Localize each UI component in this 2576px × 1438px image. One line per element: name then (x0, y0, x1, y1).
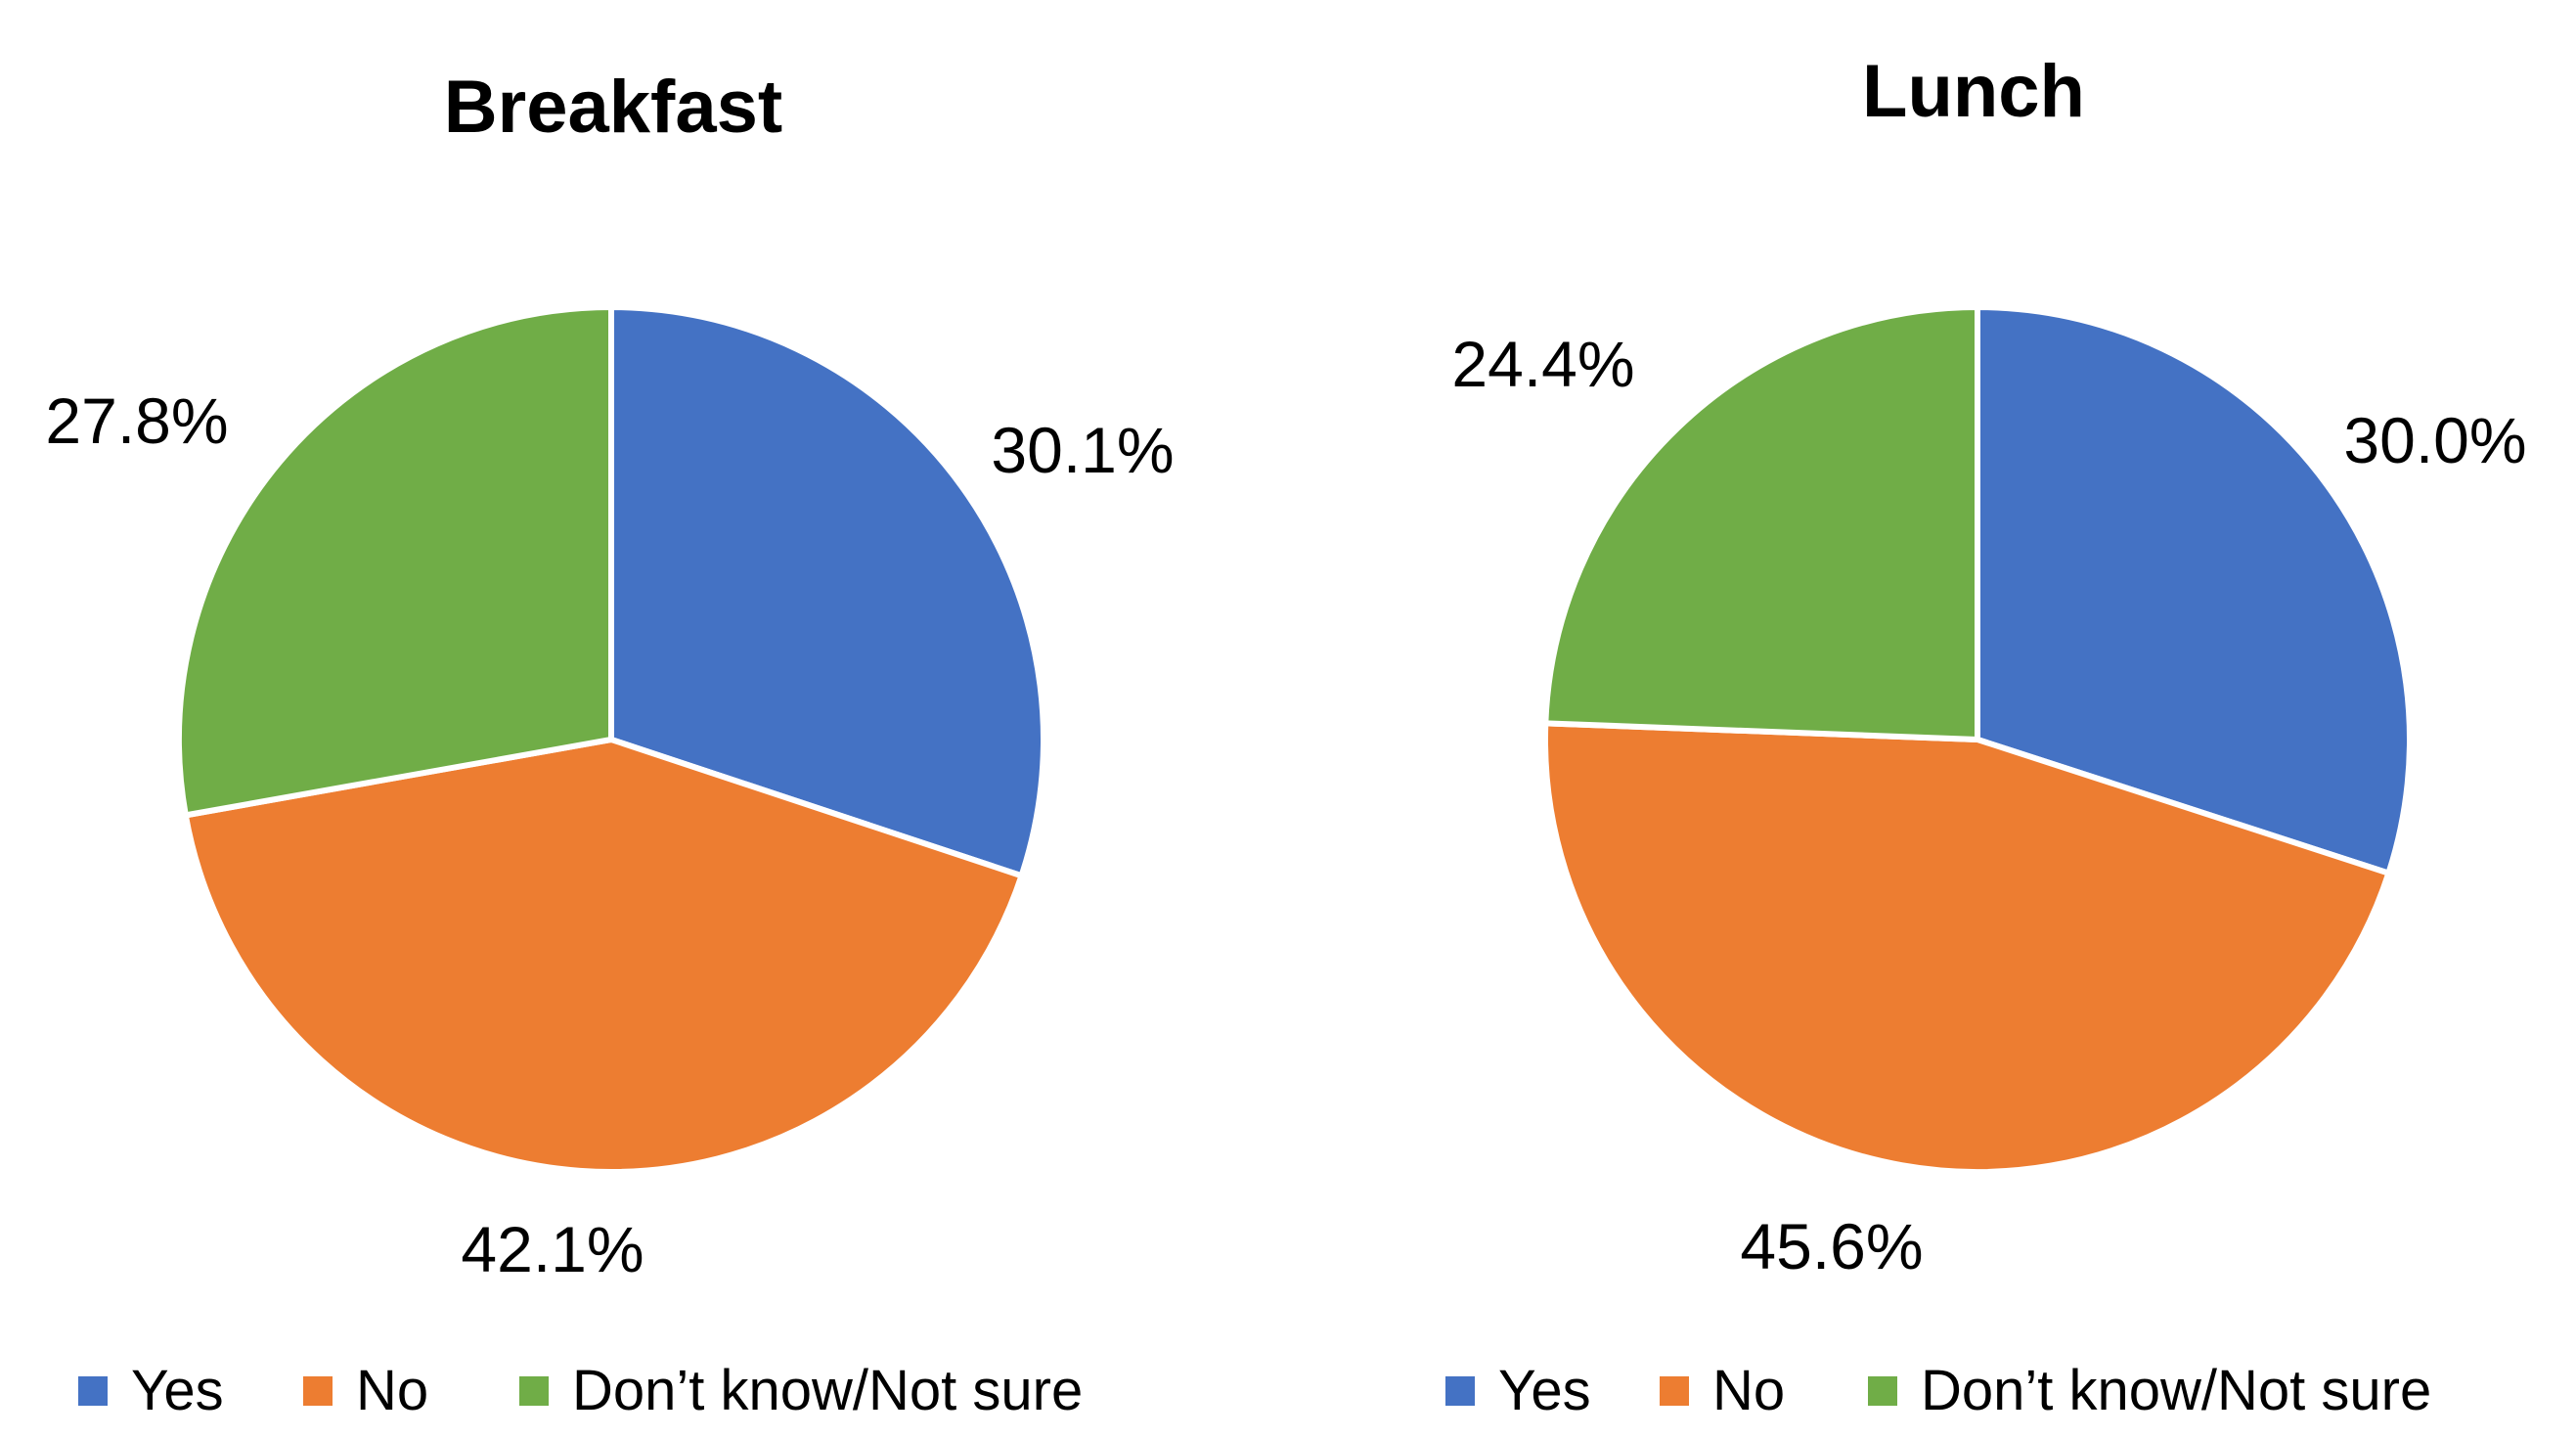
legend-item-no: No (303, 1359, 429, 1422)
pie-slice-no (182, 737, 1025, 1175)
breakfast-pie (176, 304, 1046, 1175)
legend-swatch-dont-know (1868, 1376, 1897, 1406)
legend-item-yes: Yes (78, 1359, 224, 1422)
pie-slice-dont-know-not-sure (176, 304, 614, 819)
legend-label-dont-know: Don’t know/Not sure (572, 1359, 1084, 1422)
chart-title-breakfast: Breakfast (443, 66, 783, 149)
pie-slice-dont-know-not-sure (1542, 304, 1980, 742)
legend-swatch-yes (78, 1376, 108, 1406)
legend-item-yes: Yes (1445, 1359, 1591, 1422)
legend-swatch-no (1660, 1376, 1689, 1406)
pie-slice-yes (1975, 304, 2414, 876)
legend-swatch-yes (1445, 1376, 1475, 1406)
data-label-no: 42.1% (461, 1213, 644, 1285)
data-label-no: 45.6% (1740, 1210, 1924, 1282)
legend-swatch-no (303, 1376, 333, 1406)
legend-item-dont-know: Don’t know/Not sure (519, 1359, 1084, 1422)
legend-item-no: No (1660, 1359, 1786, 1422)
data-label-dont-know: 24.4% (1451, 328, 1635, 400)
pie-slice-yes (608, 304, 1046, 879)
lunch-pie (1541, 304, 2414, 1176)
legend-label-yes: Yes (131, 1359, 224, 1422)
pie-slice-no (1541, 720, 2392, 1176)
legend-label-yes: Yes (1498, 1359, 1591, 1422)
data-label-dont-know: 27.8% (45, 384, 229, 457)
legend-item-dont-know: Don’t know/Not sure (1868, 1359, 2432, 1422)
legend-label-no: No (356, 1359, 429, 1422)
chart-title-lunch: Lunch (1862, 50, 2085, 133)
legend-swatch-dont-know (519, 1376, 549, 1406)
data-label-yes: 30.0% (2343, 404, 2527, 476)
legend-label-no: No (1712, 1359, 1786, 1422)
data-label-yes: 30.1% (991, 414, 1175, 486)
legend-label-dont-know: Don’t know/Not sure (1921, 1359, 2432, 1422)
